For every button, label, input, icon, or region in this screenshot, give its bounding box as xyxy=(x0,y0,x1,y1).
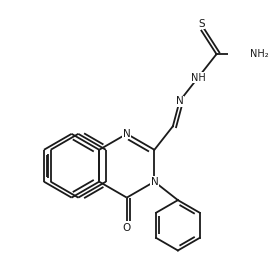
Text: NH₂: NH₂ xyxy=(250,49,269,59)
Text: O: O xyxy=(123,223,131,233)
Text: N: N xyxy=(151,177,158,187)
Text: S: S xyxy=(198,19,205,29)
Text: NH: NH xyxy=(191,73,206,83)
Text: N: N xyxy=(123,129,131,139)
Text: N: N xyxy=(176,96,183,106)
